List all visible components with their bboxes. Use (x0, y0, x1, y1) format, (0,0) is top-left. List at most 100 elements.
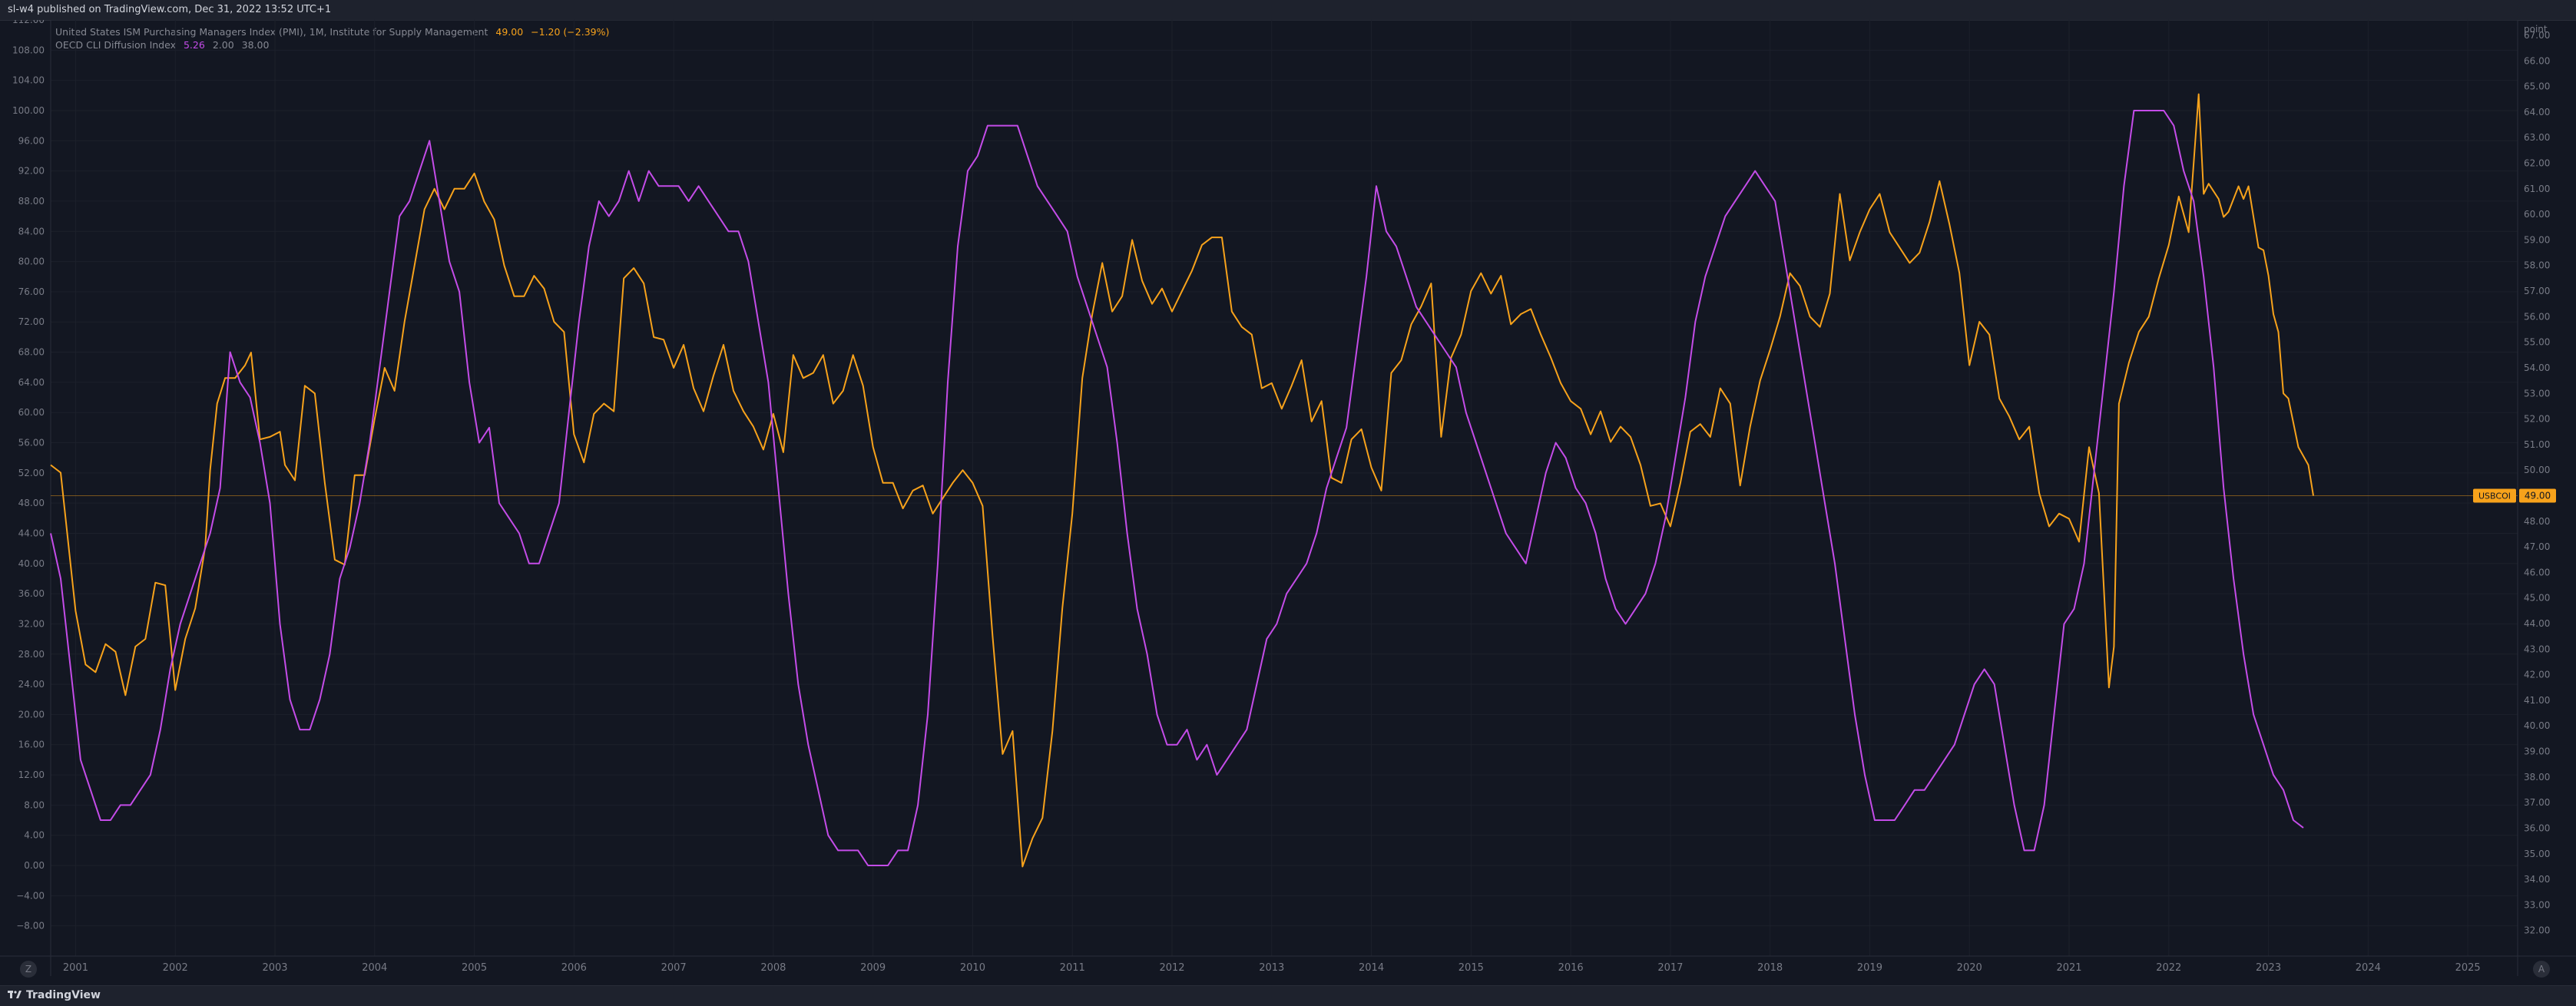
left-tick-label: 52.00 (18, 468, 45, 478)
zoom-icon[interactable]: Z (20, 961, 37, 978)
right-tick-label: 63.00 (2524, 132, 2550, 143)
x-tick-label: 2019 (1857, 962, 1882, 974)
x-tick-label: 2003 (262, 962, 287, 974)
x-tick-label: 2017 (1657, 962, 1683, 974)
chart-area[interactable]: 2001 2002 2003 2004 2005 2006 2007 2008 2009 2010… (0, 20, 2576, 985)
right-tick-label: 36.00 (2524, 822, 2550, 833)
right-tick-label: 44.00 (2524, 618, 2550, 629)
left-tick-label: 96.00 (18, 135, 45, 146)
right-tick-label: 54.00 (2524, 362, 2550, 373)
left-tick-label: 84.00 (18, 226, 45, 237)
footer-bar: TradingView (0, 985, 2576, 1006)
x-tick-label: 2024 (2356, 962, 2381, 974)
left-tick-label: 68.00 (18, 347, 45, 358)
pmi-series-line (50, 93, 2314, 868)
x-tick-label: 2022 (2156, 962, 2181, 974)
left-tick-label: 24.00 (18, 679, 45, 690)
settings-icon[interactable]: A (2533, 961, 2550, 978)
price-label-box (2519, 488, 2556, 503)
left-tick-label: 28.00 (18, 649, 45, 660)
left-tick-label: 104.00 (12, 75, 45, 86)
right-tick-label: 61.00 (2524, 184, 2550, 194)
right-tick-label: 66.00 (2524, 55, 2550, 66)
right-tick-label: 45.00 (2524, 593, 2550, 604)
symbol-label: USBCOI (2478, 491, 2511, 501)
left-tick-label: 100.00 (12, 105, 45, 116)
legend-pmi-change: −1.20 (−2.39%) (531, 26, 610, 38)
right-tick-label: 50.00 (2524, 465, 2550, 475)
x-tick-label: 2012 (1159, 962, 1184, 974)
left-tick-label: 64.00 (18, 377, 45, 388)
left-tick-label: 92.00 (18, 166, 45, 177)
right-tick-label: 43.00 (2524, 644, 2550, 654)
tradingview-logo-icon (8, 991, 22, 998)
left-tick-label: 80.00 (18, 256, 45, 267)
right-tick-label: 41.00 (2524, 695, 2550, 706)
publish-text: sl-w4 published on TradingView.com, Dec … (8, 4, 332, 15)
left-tick-label: 112.00 (12, 20, 45, 25)
x-tick-label: 2015 (1459, 962, 1484, 974)
legend-oecd-value: 5.26 (183, 39, 205, 51)
left-tick-label: 12.00 (18, 769, 45, 780)
left-tick-label: 0.00 (24, 860, 45, 871)
left-tick-label: 72.00 (18, 316, 45, 327)
right-tick-label: 57.00 (2524, 286, 2550, 296)
right-tick-label: 40.00 (2524, 720, 2550, 731)
right-tick-label: 46.00 (2524, 567, 2550, 577)
left-tick-label: 20.00 (18, 709, 45, 720)
oecd-series-line (50, 110, 2304, 866)
right-tick-label: 58.00 (2524, 260, 2550, 271)
left-tick-label: 56.00 (18, 438, 45, 448)
publish-bar: sl-w4 published on TradingView.com, Dec … (0, 0, 2576, 21)
legend-pmi-name: United States ISM Purchasing Managers In… (55, 26, 488, 38)
left-tick-label: 36.00 (18, 588, 45, 599)
right-tick-label: 35.00 (2524, 849, 2550, 859)
price-label: 49.00 (2525, 490, 2551, 501)
right-tick-label: 53.00 (2524, 388, 2550, 399)
x-tick-label: 2021 (2056, 962, 2081, 974)
x-tick-label: 2002 (163, 962, 188, 974)
left-tick-label: −4.00 (16, 890, 45, 901)
x-tick-label: 2005 (462, 962, 487, 974)
legend-pmi[interactable]: United States ISM Purchasing Managers In… (55, 26, 609, 38)
left-tick-label: 60.00 (18, 407, 45, 418)
right-tick-label: 67.00 (2524, 30, 2550, 41)
legend-pmi-value: 49.00 (495, 26, 524, 38)
x-tick-label: 2007 (661, 962, 687, 974)
legend-oecd-param-2: 38.00 (241, 39, 270, 51)
x-tick-label: 2004 (362, 962, 387, 974)
left-tick-label: 108.00 (12, 45, 45, 55)
right-tick-label: 39.00 (2524, 746, 2550, 757)
right-tick-label: 56.00 (2524, 311, 2550, 322)
left-tick-label: 4.00 (24, 830, 45, 841)
symbol-label-box (2473, 488, 2516, 503)
right-tick-label: 38.00 (2524, 772, 2550, 783)
x-tick-label: 2014 (1359, 962, 1384, 974)
right-tick-label: 60.00 (2524, 209, 2550, 220)
right-tick-label: 32.00 (2524, 925, 2550, 936)
x-tick-label: 2010 (960, 962, 985, 974)
left-tick-label: 40.00 (18, 558, 45, 569)
x-tick-label: 2011 (1060, 962, 1085, 974)
left-tick-label: −8.00 (16, 921, 45, 932)
right-tick-label: 48.00 (2524, 516, 2550, 527)
left-tick-label: 76.00 (18, 286, 45, 297)
right-tick-label: 62.00 (2524, 158, 2550, 169)
right-tick-label: 42.00 (2524, 670, 2550, 680)
left-tick-label: 16.00 (18, 740, 45, 750)
left-tick-label: 32.00 (18, 618, 45, 629)
x-tick-label: 2006 (561, 962, 587, 974)
right-tick-label: 64.00 (2524, 107, 2550, 117)
right-tick-label: 37.00 (2524, 797, 2550, 808)
legend-oecd-param-1: 2.00 (212, 39, 234, 51)
right-tick-label: 52.00 (2524, 414, 2550, 425)
left-tick-label: 48.00 (18, 498, 45, 508)
right-tick-label: 34.00 (2524, 874, 2550, 885)
tradingview-logo[interactable]: TradingView (8, 989, 101, 1001)
left-tick-label: 8.00 (24, 799, 45, 810)
left-tick-label: 44.00 (18, 528, 45, 538)
right-tick-label: 47.00 (2524, 541, 2550, 552)
right-tick-label: 51.00 (2524, 439, 2550, 450)
x-tick-label: 2009 (860, 962, 886, 974)
legend-oecd[interactable]: OECD CLI Diffusion Index 5.26 2.00 38.00 (55, 39, 269, 51)
